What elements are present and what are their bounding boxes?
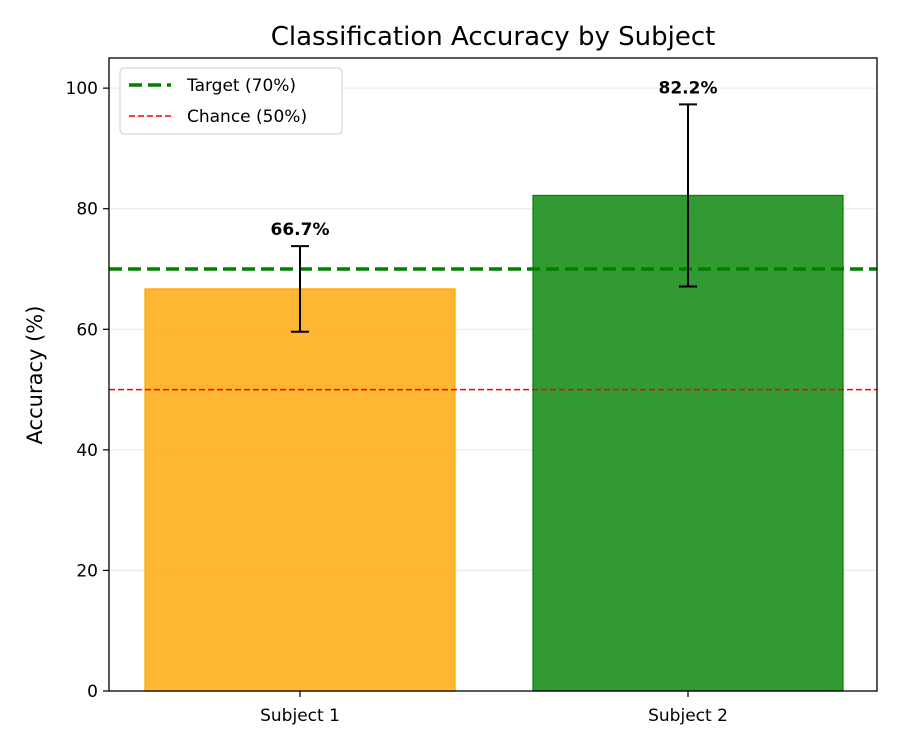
y-tick-label: 20 [76, 561, 98, 581]
reference-lines [109, 267, 877, 391]
y-tick-label: 40 [76, 441, 98, 461]
y-tick-label: 60 [76, 320, 98, 340]
data-label-1: 66.7% [271, 220, 330, 240]
legend: Target (70%) Chance (50%) [119, 67, 343, 135]
y-axis-label: Accuracy (%) [23, 306, 47, 445]
x-tick-label: Subject 1 [260, 706, 340, 726]
data-label-2: 82.2% [659, 78, 718, 98]
error-bars [291, 103, 697, 333]
axes-frame [108, 57, 878, 692]
bars [144, 194, 844, 692]
axes: 0 20 40 60 80 100 Subject 1 Subject 2 [66, 57, 878, 726]
bar-1 [144, 288, 456, 692]
x-tick-label: Subject 2 [648, 706, 728, 726]
data-labels: 66.7% 82.2% [271, 78, 718, 240]
legend-label-target: Target (70%) [186, 76, 296, 96]
legend-frame [119, 67, 343, 135]
y-tick-label: 80 [76, 200, 98, 220]
chart-title: Classification Accuracy by Subject [271, 22, 716, 52]
y-tick-label: 100 [66, 79, 98, 99]
y-tick-label: 0 [87, 682, 98, 702]
legend-label-chance: Chance (50%) [187, 107, 307, 127]
